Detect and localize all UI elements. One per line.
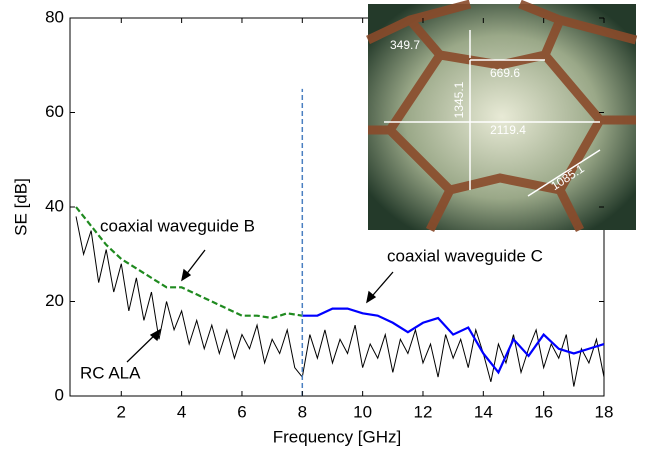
inset-label: 349.7 — [390, 38, 420, 52]
plot-area — [75, 88, 605, 396]
y-tick-label: 60 — [45, 102, 64, 121]
x-tick-label: 18 — [595, 402, 614, 421]
inset-label: 669.6 — [490, 66, 520, 80]
x-tick-label: 6 — [237, 402, 246, 421]
inset-photo: 349.7 669.6 1345.1 2119.4 1085.1 — [366, 0, 638, 233]
inset-arrows — [384, 30, 601, 197]
x-tick-label: 2 — [117, 402, 126, 421]
y-tick-label: 0 — [55, 385, 64, 404]
y-tick-label: 80 — [45, 7, 64, 26]
series-line — [75, 216, 605, 387]
x-axis-label: Frequency [GHz] — [273, 427, 402, 446]
x-tick-label: 16 — [534, 402, 553, 421]
y-axis-label: SE [dB] — [11, 178, 30, 236]
x-tick-label: 14 — [474, 402, 493, 421]
inset-label: 2119.4 — [490, 123, 526, 137]
y-tick-label: 20 — [45, 291, 64, 310]
series-line — [75, 206, 303, 320]
annotation: RC ALA — [80, 363, 141, 382]
inset-label: 1345.1 — [452, 81, 466, 118]
annotation: coaxial waveguide C — [387, 246, 543, 265]
x-tick-label: 4 — [177, 402, 186, 421]
inset-mesh — [366, 0, 638, 233]
inset-background — [368, 4, 636, 230]
series-line — [302, 307, 605, 375]
y-tick-label: 40 — [45, 196, 64, 215]
x-tick-label: 10 — [353, 402, 372, 421]
annotation: coaxial waveguide B — [100, 216, 255, 235]
annotation-arrows — [126, 249, 394, 363]
x-tick-label: 8 — [298, 402, 307, 421]
x-tick-label: 12 — [414, 402, 433, 421]
